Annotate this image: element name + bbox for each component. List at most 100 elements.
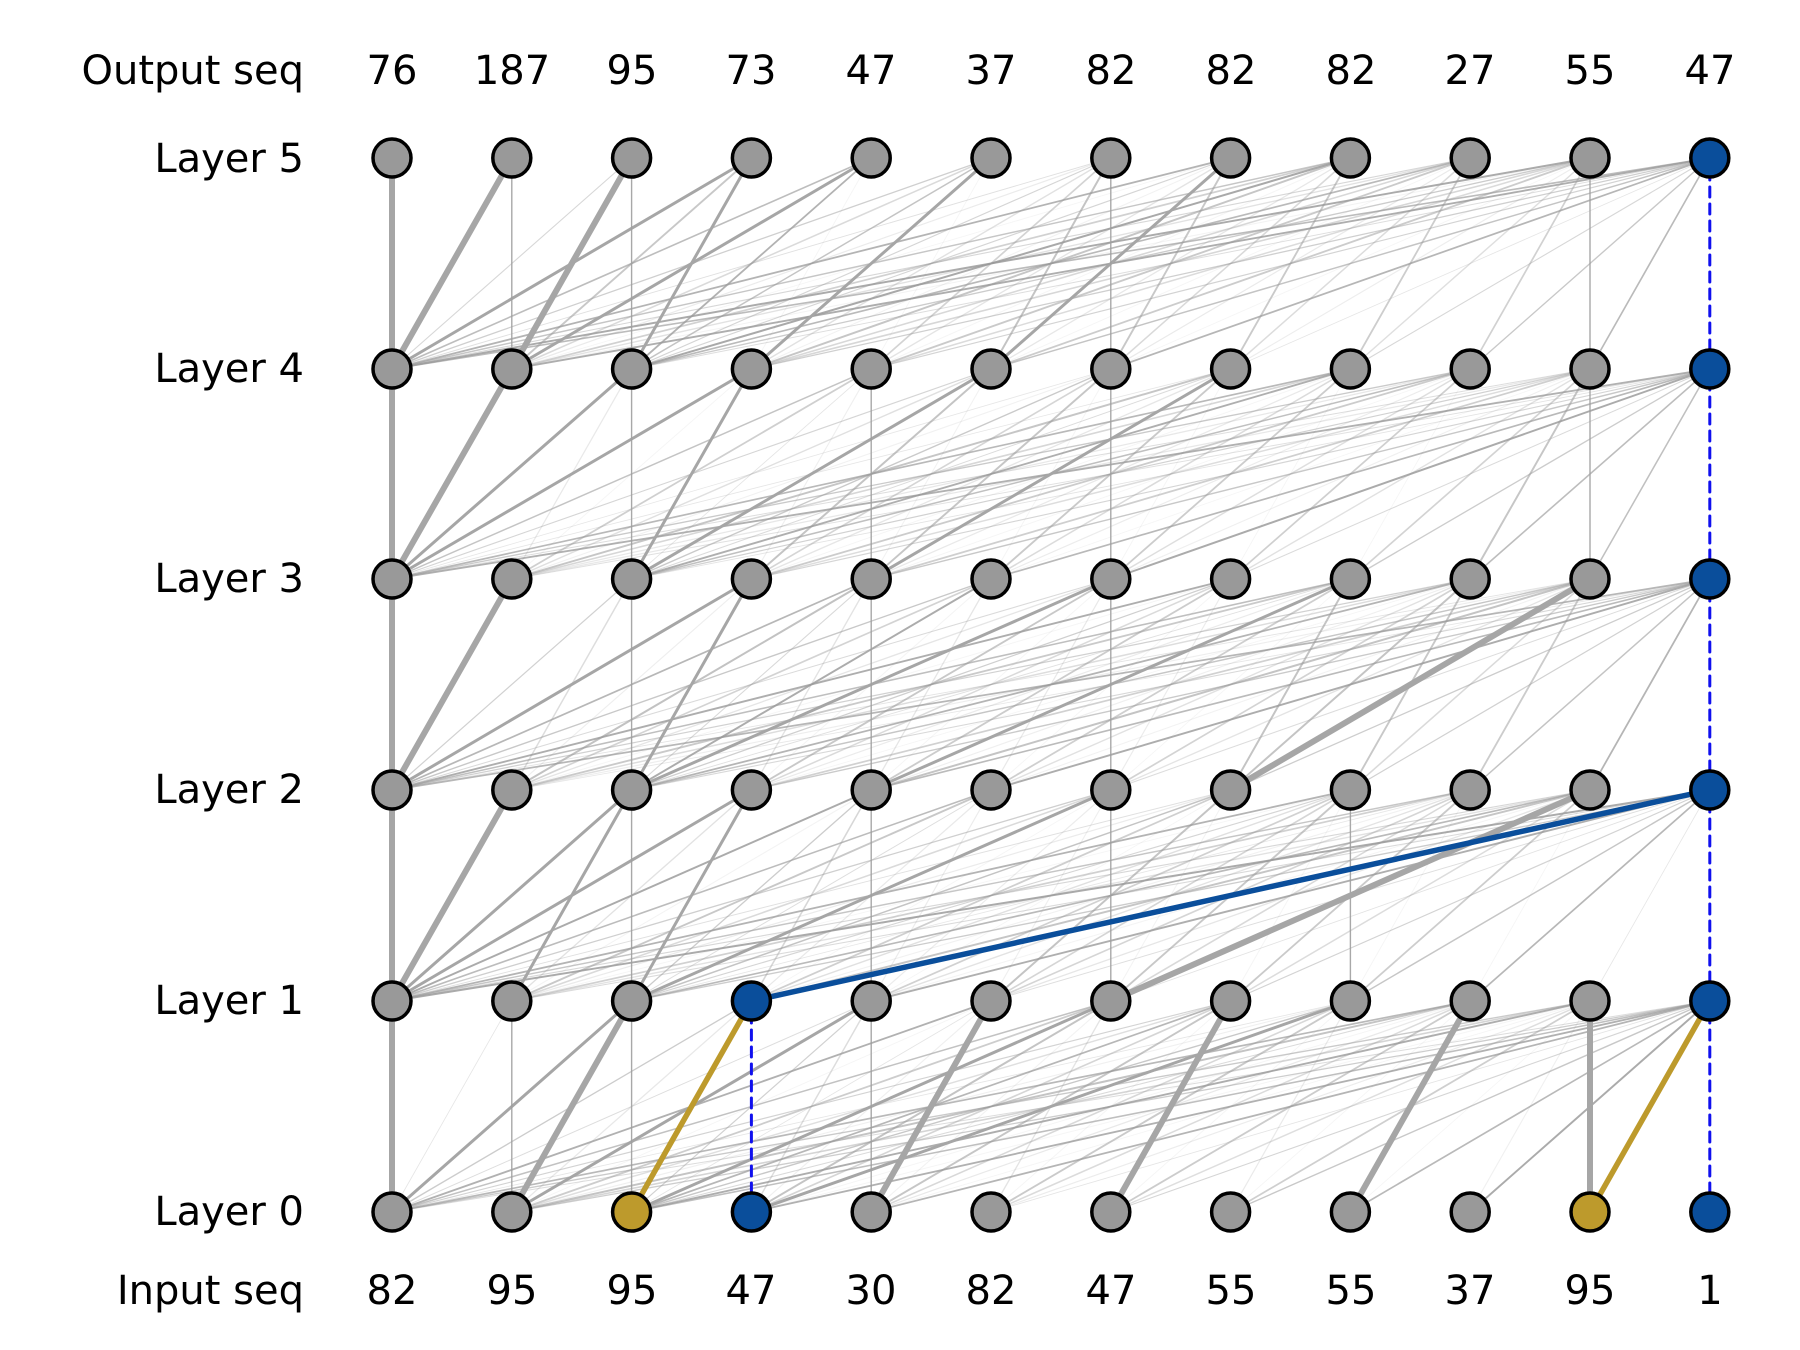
faint-attention-edge xyxy=(870,157,1591,370)
token-node xyxy=(1449,558,1491,600)
faint-attention-edge xyxy=(630,157,1352,370)
faint-attention-edge xyxy=(870,789,1471,1002)
layer-4-label: Layer 4 xyxy=(154,346,304,392)
faint-attention-edge xyxy=(990,368,1591,580)
faint-attention-edge xyxy=(990,789,1591,1002)
faint-attention-edge xyxy=(1469,157,1591,370)
strong-attention-edge xyxy=(1227,576,1593,793)
faint-attention-edge xyxy=(391,368,1471,580)
gold-highlighted-edge xyxy=(1587,998,1713,1215)
faint-attention-edge xyxy=(870,1000,1112,1213)
token-node xyxy=(1569,558,1611,600)
faint-attention-edge xyxy=(750,1000,1232,1213)
faint-attention-edge xyxy=(1110,578,1232,791)
faint-attention-edge xyxy=(990,578,1112,791)
token-node xyxy=(1209,558,1252,600)
input-token: 37 xyxy=(1445,1268,1496,1314)
token-node xyxy=(1090,769,1132,811)
faint-attention-edge xyxy=(1229,157,1352,370)
faint-attention-edge xyxy=(870,578,992,791)
faint-attention-edge xyxy=(1349,368,1591,580)
strong-attention-edge xyxy=(1107,998,1234,1215)
faint-attention-edge xyxy=(1349,789,1471,1002)
blue-token-node xyxy=(1689,1191,1731,1233)
gold-highlighted-edge xyxy=(628,998,755,1215)
token-node xyxy=(371,558,413,600)
faint-attention-edge xyxy=(1110,368,1591,580)
faint-attention-edge xyxy=(990,157,1112,370)
medium-attention-edge xyxy=(630,788,753,1003)
token-node xyxy=(730,348,773,390)
faint-attention-edge xyxy=(870,157,1112,370)
layer-3-label: Layer 3 xyxy=(154,556,304,602)
token-node xyxy=(371,348,413,390)
faint-attention-edge xyxy=(1349,789,1711,1002)
faint-attention-edge xyxy=(1230,789,1711,1002)
faint-attention-edge xyxy=(631,789,992,1002)
faint-attention-edge xyxy=(870,789,992,1002)
blue-token-node xyxy=(1689,980,1731,1022)
faint-attention-edge xyxy=(870,1000,1352,1213)
output-token: 27 xyxy=(1445,48,1496,94)
faint-attention-edge xyxy=(631,368,1232,580)
faint-attention-edge xyxy=(391,578,1591,791)
token-node xyxy=(970,980,1012,1022)
faint-attention-edge xyxy=(1589,157,1711,370)
medium-attention-edge xyxy=(869,367,1233,581)
output-seq-values: 76 187 95 73 47 37 82 82 82 27 55 47 xyxy=(367,48,1736,94)
faint-attention-edge xyxy=(1229,368,1472,580)
faint-attention-edge xyxy=(1229,157,1471,370)
faint-attention-edge xyxy=(1109,1000,1472,1213)
faint-attention-edge xyxy=(631,1000,992,1213)
token-node xyxy=(970,137,1012,179)
faint-attention-edge xyxy=(1349,368,1471,580)
token-node xyxy=(850,980,892,1022)
faint-attention-edge xyxy=(630,789,1232,1002)
token-node xyxy=(1329,980,1372,1022)
faint-attention-edge xyxy=(1110,789,1711,1002)
input-token: 47 xyxy=(1086,1268,1137,1314)
input-token: 95 xyxy=(487,1268,538,1314)
layer-0-label: Layer 0 xyxy=(154,1189,304,1235)
token-node xyxy=(850,558,892,600)
faint-attention-edge xyxy=(750,1000,1711,1213)
input-seq-values: 82 95 95 47 30 82 47 55 55 37 95 1 xyxy=(367,1268,1723,1314)
faint-attention-edge xyxy=(630,157,992,370)
medium-attention-edge xyxy=(390,367,753,581)
faint-attention-edge xyxy=(391,578,1112,791)
strong-attention-edges xyxy=(389,155,1593,1215)
token-node xyxy=(371,1191,413,1233)
token-node xyxy=(1209,137,1252,179)
token-nodes xyxy=(371,137,1731,1233)
token-node xyxy=(491,137,533,179)
token-node xyxy=(730,137,773,179)
faint-attention-edge xyxy=(1229,789,1591,1002)
strong-attention-edge xyxy=(389,366,515,582)
faint-attention-edge xyxy=(1110,368,1471,580)
faint-attention-edge xyxy=(1229,578,1472,791)
token-node xyxy=(491,558,533,600)
strong-attention-edge xyxy=(508,998,635,1215)
token-node xyxy=(1329,348,1372,390)
faint-attention-edge xyxy=(1589,368,1711,580)
medium-attention-edge xyxy=(749,999,1352,1214)
faint-attention-edge xyxy=(870,789,1232,1002)
faint-attention-edge xyxy=(1349,578,1591,791)
faint-attention-edge xyxy=(990,789,1352,1002)
input-token: 55 xyxy=(1206,1268,1257,1314)
faint-attention-edge xyxy=(511,789,1591,1002)
faint-attention-edge xyxy=(750,578,1112,791)
token-node xyxy=(1209,980,1252,1022)
faint-attention-edge xyxy=(870,368,1112,580)
token-node xyxy=(1329,137,1372,179)
faint-attention-edge xyxy=(1349,1000,1711,1213)
faint-attention-edge xyxy=(1229,578,1352,791)
faint-attention-edge xyxy=(1229,1000,1711,1213)
faint-attention-edge xyxy=(1230,368,1351,580)
faint-attention-edge xyxy=(870,368,992,580)
faint-attention-edge xyxy=(630,578,992,791)
token-node xyxy=(1449,348,1491,390)
token-node xyxy=(970,769,1012,811)
output-token: 73 xyxy=(726,48,777,94)
strong-attention-edge xyxy=(508,155,635,372)
